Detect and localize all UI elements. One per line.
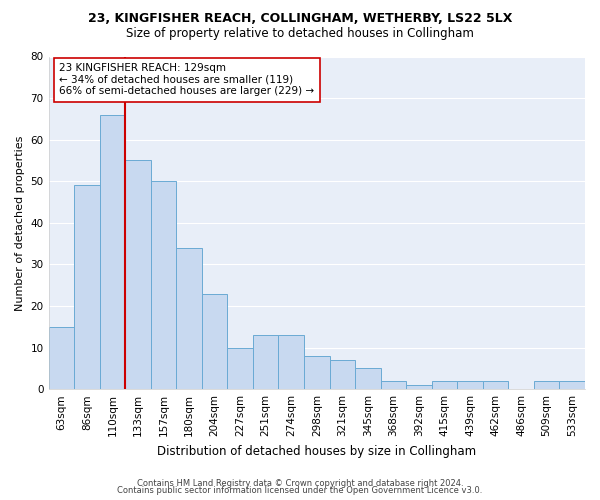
Bar — [406, 385, 432, 389]
Bar — [483, 381, 508, 389]
Y-axis label: Number of detached properties: Number of detached properties — [15, 135, 25, 310]
Bar — [151, 182, 176, 389]
Bar — [457, 381, 483, 389]
Bar — [534, 381, 559, 389]
Bar — [380, 381, 406, 389]
Bar — [278, 335, 304, 389]
Bar — [202, 294, 227, 389]
Bar — [329, 360, 355, 389]
Bar — [355, 368, 380, 389]
Bar — [49, 327, 74, 389]
Bar — [176, 248, 202, 389]
Bar — [100, 114, 125, 389]
X-axis label: Distribution of detached houses by size in Collingham: Distribution of detached houses by size … — [157, 444, 476, 458]
Bar — [432, 381, 457, 389]
Bar — [559, 381, 585, 389]
Text: 23 KINGFISHER REACH: 129sqm
← 34% of detached houses are smaller (119)
66% of se: 23 KINGFISHER REACH: 129sqm ← 34% of det… — [59, 63, 314, 96]
Bar — [74, 186, 100, 389]
Text: Size of property relative to detached houses in Collingham: Size of property relative to detached ho… — [126, 28, 474, 40]
Bar — [304, 356, 329, 389]
Text: 23, KINGFISHER REACH, COLLINGHAM, WETHERBY, LS22 5LX: 23, KINGFISHER REACH, COLLINGHAM, WETHER… — [88, 12, 512, 26]
Bar — [125, 160, 151, 389]
Text: Contains public sector information licensed under the Open Government Licence v3: Contains public sector information licen… — [118, 486, 482, 495]
Text: Contains HM Land Registry data © Crown copyright and database right 2024.: Contains HM Land Registry data © Crown c… — [137, 478, 463, 488]
Bar — [227, 348, 253, 389]
Bar — [253, 335, 278, 389]
